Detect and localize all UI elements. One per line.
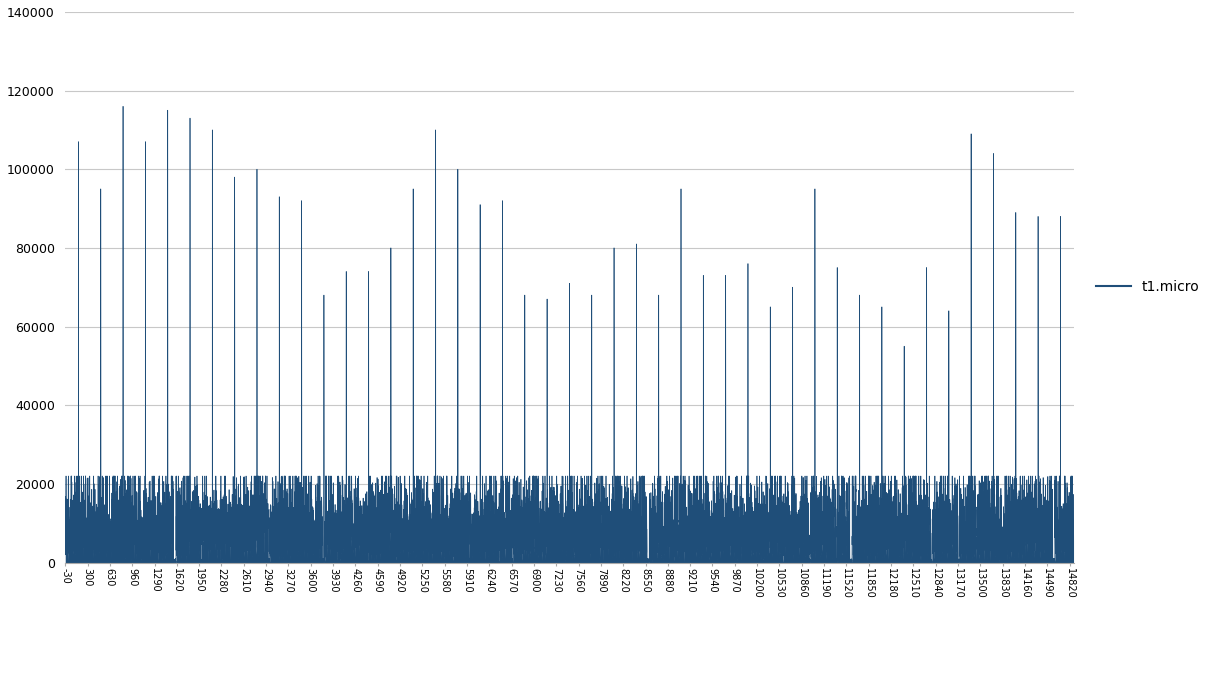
Legend: t1.micro: t1.micro (1091, 274, 1205, 300)
